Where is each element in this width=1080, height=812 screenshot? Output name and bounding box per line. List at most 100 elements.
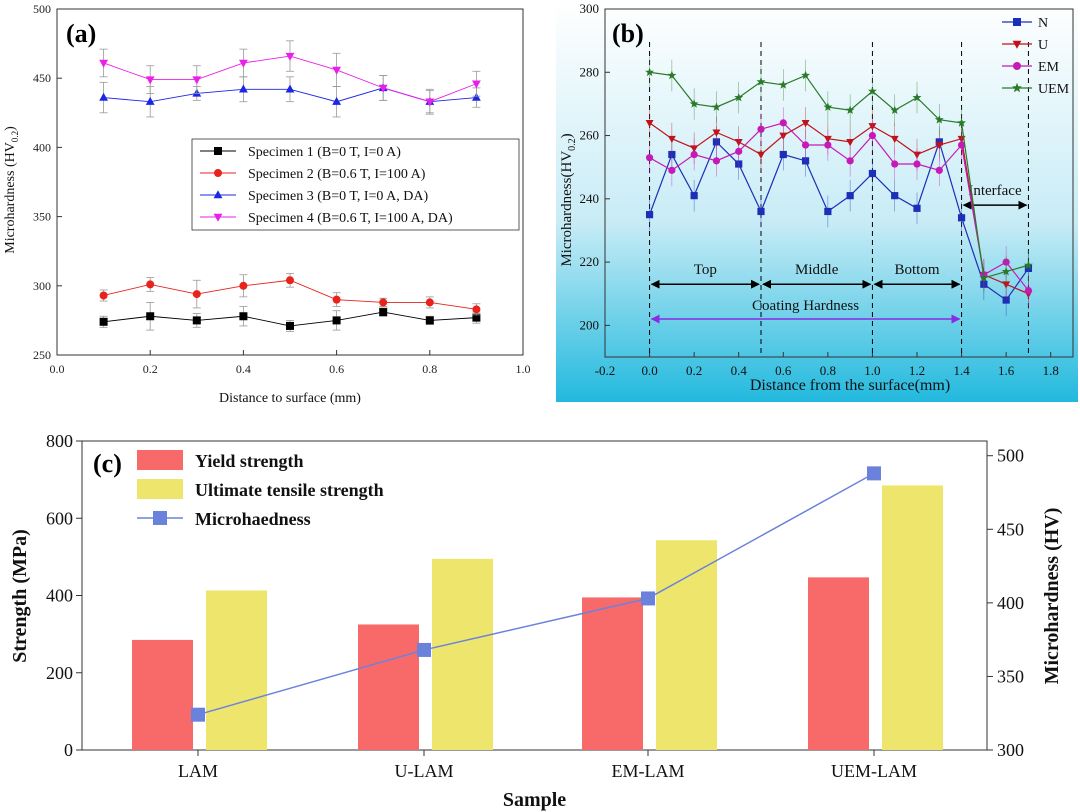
data-point-b (734, 92, 744, 102)
x-tick-label-a: 1.0 (516, 362, 531, 376)
legend-marker-a (213, 190, 223, 199)
data-point-b (756, 77, 766, 86)
y-tick-label-a: 500 (33, 2, 51, 16)
x-tick-label-c: U-LAM (395, 761, 454, 781)
data-point-b (846, 157, 854, 165)
series-a-1 (99, 302, 481, 332)
data-point-b (824, 141, 832, 149)
x-tick-label-b: -0.2 (595, 363, 616, 378)
legend-label-b: EM (1038, 60, 1060, 75)
data-point-a (332, 295, 341, 304)
data-point-a (192, 76, 202, 85)
bar-ultimate-tensile-strength (656, 540, 717, 750)
legend-label-a: Specimen 3 (B=0 T, I=0 A, DA) (248, 189, 428, 204)
y-axis-title-a-close: ) (3, 126, 18, 131)
legend-label-a: Specimen 2 (B=0.6 T, I=100 A) (248, 167, 426, 182)
y-tick-label-a: 300 (33, 279, 51, 293)
legend-marker-a (214, 169, 222, 177)
x-tick-label-a: 0.0 (50, 362, 65, 376)
data-point-b (690, 150, 698, 159)
x-axis-title-a: Distance to surface (mm) (219, 391, 361, 406)
data-point-b (757, 207, 765, 216)
panel-label-c: (c) (93, 449, 122, 478)
legend-marker-a (213, 213, 223, 222)
panel-label-a: (a) (66, 19, 96, 48)
data-point-a (425, 316, 434, 325)
data-point-b (1024, 286, 1033, 295)
legend-swatch-yield (137, 450, 183, 470)
data-point-b (712, 129, 721, 137)
legend-label-microhardness: Microhaedness (195, 509, 311, 529)
y-axis-title-c: Strength (MPa) (9, 529, 31, 663)
y-axis-title-a-sub: 0.2 (10, 131, 20, 142)
data-point-b (935, 166, 943, 174)
data-point-b (957, 141, 966, 149)
y2-axis-title-c: Microhardness (HV) (1041, 508, 1063, 685)
y2-tick-label-c: 300 (997, 740, 1024, 760)
data-point-b (846, 192, 854, 200)
legend-marker-microhardness (153, 511, 167, 525)
legend-label-yield: Yield strength (195, 451, 304, 471)
data-point-a (99, 317, 108, 326)
y-tick-label-b: 300 (580, 1, 600, 16)
x-tick-label-b: 1.4 (953, 363, 970, 378)
legend-label-b: N (1038, 16, 1048, 31)
data-point-b (801, 157, 810, 165)
x-tick-label-b: 1.6 (998, 363, 1015, 378)
legend-marker-b (1013, 62, 1021, 70)
data-point-a (146, 280, 155, 289)
y-tick-label-c: 200 (46, 663, 73, 683)
data-point-a (99, 59, 108, 68)
y-tick-label-a: 400 (33, 140, 51, 154)
chart-b: -0.2 0.0 0.2 0.4 0.6 0.8 1.0 1.2 1.4 1.6 1.8 200 220… (556, 1, 1078, 402)
y-axis-title-b-main: Microhardness(HV (559, 151, 575, 267)
bar-yield-strength (808, 577, 869, 750)
x-tick-label-b: 1.2 (909, 363, 925, 378)
data-point-b (890, 105, 900, 114)
region-label-b: Bottom (894, 262, 939, 278)
data-point-a (472, 305, 481, 314)
data-point-a (285, 84, 295, 93)
region-label-b: Middle (795, 262, 839, 278)
x-tick-label-b: 0.0 (641, 363, 657, 378)
legend-label-a: Specimen 4 (B=0.6 T, I=100 A, DA) (248, 211, 453, 226)
data-point-b (735, 147, 743, 155)
y-tick-label-a: 250 (33, 348, 51, 362)
bar-ultimate-tensile-strength (206, 590, 267, 750)
coating-label-b: Coating Hardness (752, 298, 859, 314)
data-point-a (99, 291, 108, 300)
data-point-b (712, 102, 721, 111)
data-point-b (890, 135, 899, 144)
data-point-a (472, 313, 481, 322)
data-point-a (472, 80, 481, 89)
data-point-b (645, 211, 654, 219)
data-point-b (667, 70, 677, 80)
series-line-b (649, 139, 1029, 301)
data-point-b (690, 192, 698, 200)
data-point-b (979, 273, 989, 282)
data-point-a (378, 84, 388, 93)
data-point-a (332, 316, 341, 325)
series-line-b (649, 122, 1029, 295)
data-point-b (957, 118, 966, 127)
data-point-a (285, 52, 295, 61)
x-tick-label-c: EM-LAM (612, 761, 685, 781)
data-point-a (239, 59, 248, 68)
data-point-b (868, 86, 877, 95)
plot-frame-b (604, 8, 1074, 358)
data-point-a (239, 84, 248, 93)
x-tick-label-b: 1.0 (864, 363, 880, 378)
data-point-b (779, 119, 787, 127)
data-point-a (239, 312, 248, 321)
data-point-microhardness (417, 642, 431, 657)
data-point-a (425, 98, 435, 107)
series-a-2 (99, 272, 481, 316)
series-line-b (649, 122, 1029, 291)
data-point-b (1002, 296, 1010, 304)
y-tick-label-b: 240 (580, 191, 600, 206)
data-point-a (379, 298, 388, 307)
legend-box-a (191, 138, 520, 231)
data-point-b (712, 157, 721, 165)
series-b-EM (645, 107, 1033, 307)
x-tick-label-b: 0.6 (775, 363, 792, 378)
